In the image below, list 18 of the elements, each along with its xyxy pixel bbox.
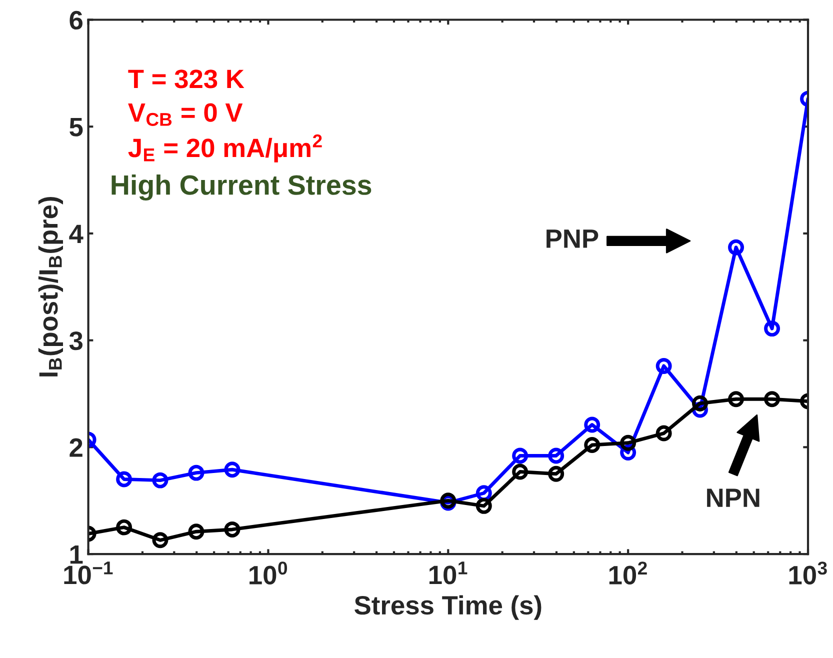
x-tick-label: 10$^{1}$	[429, 562, 468, 584]
annotation: High Current Stress	[112, 174, 372, 201]
y-tick-label: 6	[70, 10, 82, 30]
y-axis-title: I$_{B}$(post)/I$_{B}$(pre)	[38, 197, 63, 376]
y-tick-label: 4	[69, 224, 84, 244]
x-tick-label: 10$^{2}$	[609, 562, 647, 584]
annotation: NPN	[707, 488, 760, 507]
annotation: J$_{E}$ = 20 mA/μm$^{2}$	[128, 134, 322, 162]
y-tick-label: 1	[70, 545, 83, 564]
annotation: V$_{CB}$ = 0 V	[128, 103, 243, 126]
x-tick-label: 10$^{3}$	[789, 562, 827, 584]
annotation: T = 323 K	[128, 70, 244, 88]
y-tick-label: 3	[69, 331, 82, 350]
x-tick-label: 10$^{0}$	[250, 562, 288, 584]
y-tick-label: 2	[70, 438, 82, 457]
y-tick-label: 5	[70, 118, 83, 136]
annotation: PNP	[546, 230, 598, 248]
x-axis-title: Stress Time (s)	[354, 595, 542, 620]
